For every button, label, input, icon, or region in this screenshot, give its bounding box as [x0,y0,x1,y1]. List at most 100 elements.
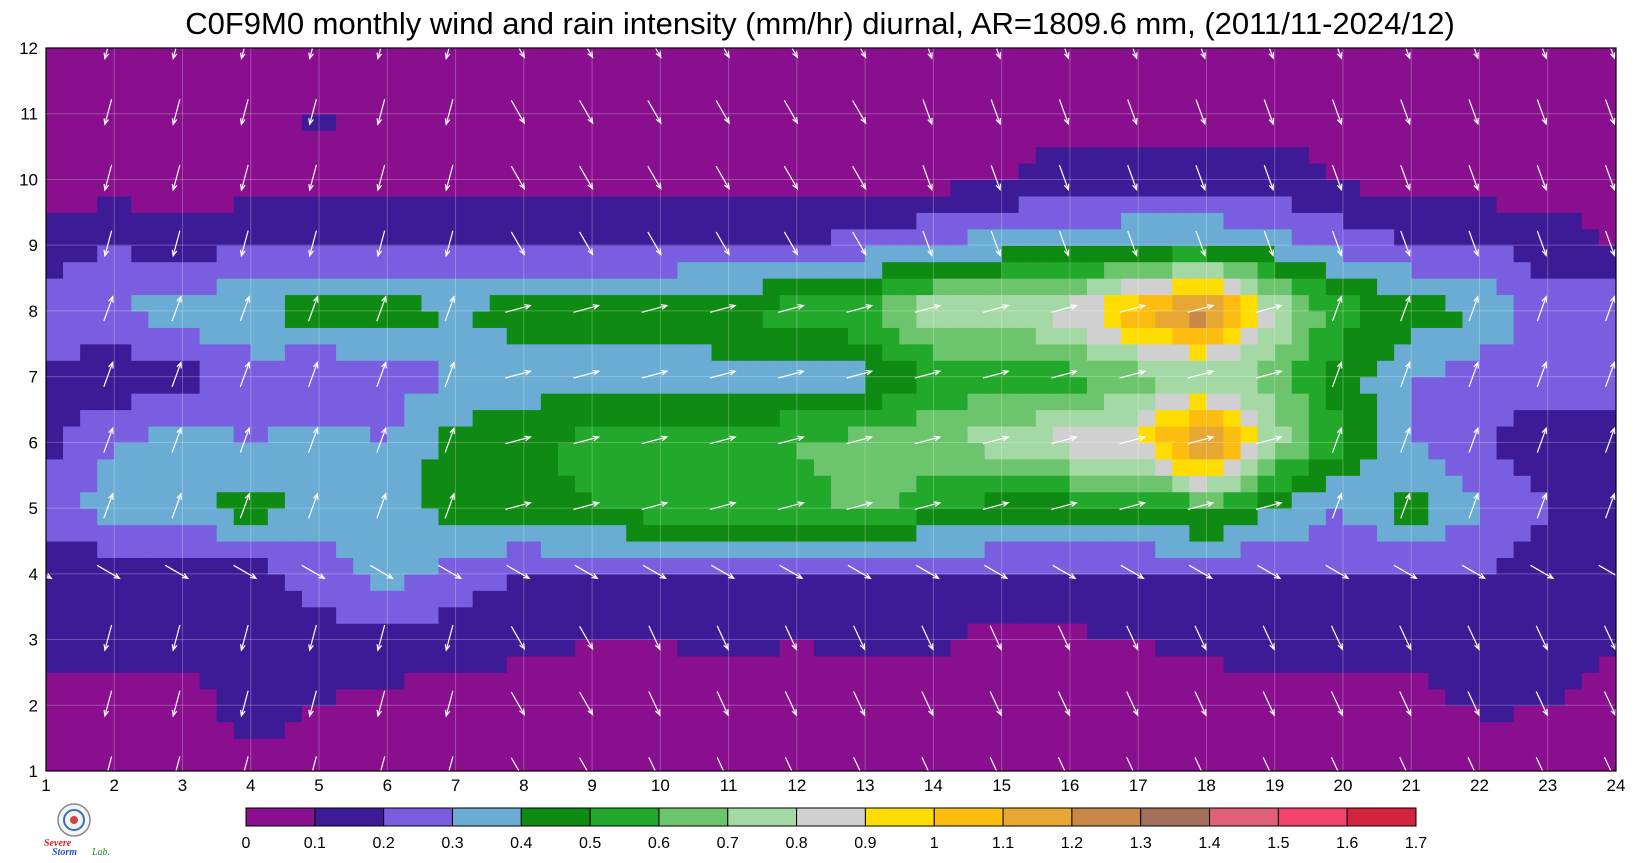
intensity-cell [1360,557,1378,575]
intensity-cell [694,294,713,312]
intensity-cell [455,360,474,378]
intensity-cell [779,721,798,739]
intensity-cell [711,97,730,115]
intensity-cell [1581,245,1600,263]
intensity-cell [506,393,525,411]
intensity-cell [933,623,952,641]
intensity-cell [233,163,252,181]
intensity-cell [899,261,917,279]
intensity-cell [575,228,593,246]
intensity-cell [1530,573,1549,591]
intensity-cell [1291,655,1310,674]
intensity-cell [1291,475,1310,493]
intensity-cell [455,343,474,361]
intensity-cell [438,163,457,181]
intensity-cell [387,195,405,213]
intensity-cell [336,310,354,328]
intensity-cell [1360,146,1378,164]
x-tick-label: 3 [178,776,187,795]
wind-arrow [376,230,386,258]
intensity-cell [1479,360,1498,378]
intensity-cell [1411,48,1429,66]
wind-arrow [915,564,940,580]
intensity-cell [387,278,405,296]
wind-arrow [846,435,874,445]
intensity-cell [46,327,64,345]
intensity-cell [284,278,303,296]
intensity-cell [199,343,218,361]
intensity-cell [421,688,440,706]
intensity-cell [284,721,303,739]
intensity-cell [353,573,371,591]
intensity-cell [523,228,542,246]
intensity-cell [1257,590,1276,608]
intensity-cell [1223,310,1242,328]
intensity-cell [950,245,969,263]
intensity-cell [1530,672,1549,690]
intensity-cell [284,590,303,608]
intensity-cell [899,245,917,263]
intensity-cell [370,212,388,230]
intensity-cell [1360,442,1378,460]
intensity-cell [250,557,269,575]
intensity-cell [1377,540,1395,558]
intensity-cell [1462,146,1481,164]
intensity-cell [950,228,969,246]
intensity-cell [592,754,610,771]
intensity-cell [899,343,917,361]
intensity-cell [63,639,81,657]
intensity-cell [1052,606,1071,624]
intensity-cell [1581,425,1600,443]
intensity-cell [1018,409,1037,427]
intensity-cell [370,623,388,641]
intensity-cell [1360,508,1378,526]
intensity-cell [370,146,388,164]
intensity-cell [1496,491,1515,509]
intensity-cell [165,310,184,328]
intensity-cell [216,738,235,756]
intensity-cell [762,508,781,526]
intensity-cell [677,376,696,394]
intensity-cell [387,146,405,164]
intensity-cell [199,606,218,624]
intensity-cell [1342,738,1361,756]
wind-arrow [376,624,386,652]
intensity-cell [1086,212,1105,230]
intensity-cell [472,376,491,394]
intensity-cell [1325,393,1344,411]
intensity-cell [1257,738,1276,756]
wind-arrow [642,564,667,580]
intensity-cell [404,491,423,509]
intensity-cell [677,195,696,213]
intensity-cell [472,705,491,723]
intensity-cell [899,425,917,443]
intensity-cell [1001,146,1020,164]
intensity-cell [131,97,149,115]
intensity-cell [557,425,576,443]
intensity-cell [540,557,559,575]
intensity-cell [506,458,525,476]
wind-arrow [243,756,249,771]
wind-arrow [171,230,181,258]
intensity-cell [1001,245,1020,263]
intensity-cell [97,97,115,115]
intensity-cell [148,327,167,345]
intensity-cell [557,705,576,723]
intensity-cell [762,261,781,279]
intensity-cell [1206,48,1225,66]
intensity-cell [1240,540,1259,558]
intensity-cell [455,179,474,197]
intensity-cell [1018,491,1037,509]
wind-arrow [573,369,601,379]
intensity-cell [1411,228,1429,246]
intensity-cell [626,491,644,509]
intensity-cell [1342,97,1361,115]
intensity-cell [1360,245,1378,263]
intensity-cell [353,310,371,328]
intensity-cell [1428,672,1446,690]
intensity-cell [1155,491,1173,509]
intensity-cell [1206,163,1225,181]
intensity-cell [80,475,98,493]
intensity-cell [404,458,423,476]
intensity-cell [557,310,576,328]
